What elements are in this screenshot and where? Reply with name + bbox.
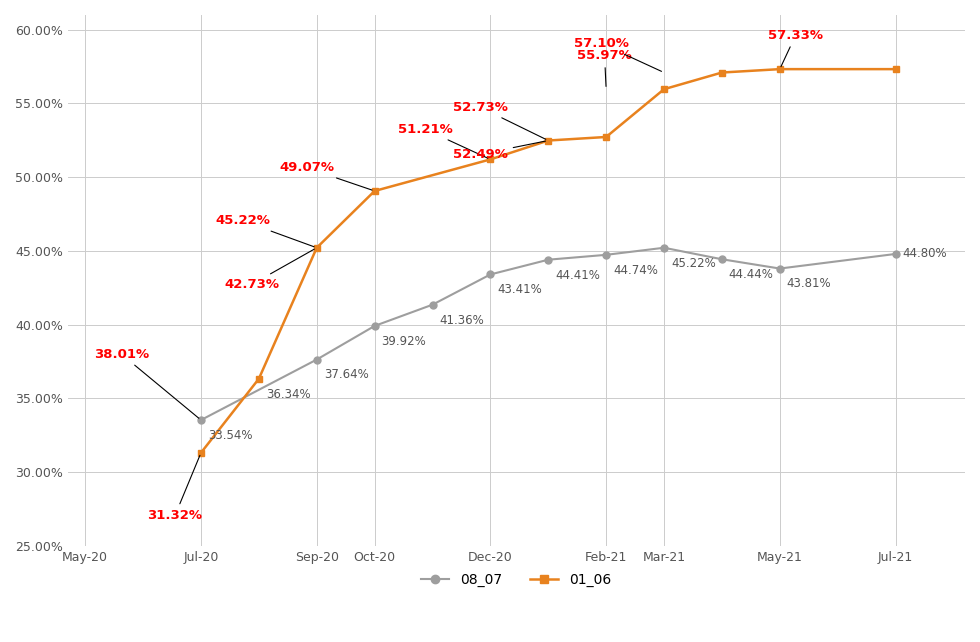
01_06 (484, 155, 496, 163)
01_06 (774, 65, 786, 73)
Line: 01_06: 01_06 (198, 65, 899, 456)
Text: 36.34%: 36.34% (266, 388, 311, 401)
Text: 43.41%: 43.41% (497, 283, 542, 297)
Text: 37.64%: 37.64% (323, 369, 368, 381)
Text: 52.49%: 52.49% (453, 141, 546, 160)
Text: 33.54%: 33.54% (208, 429, 253, 442)
08_07 (659, 244, 670, 252)
Text: 42.73%: 42.73% (224, 249, 315, 291)
01_06 (253, 375, 265, 383)
Text: 44.41%: 44.41% (556, 268, 600, 282)
Legend: 08_07, 01_06: 08_07, 01_06 (416, 567, 617, 592)
Text: 57.33%: 57.33% (768, 28, 823, 67)
Line: 08_07: 08_07 (198, 244, 899, 424)
Text: 52.73%: 52.73% (453, 101, 546, 139)
Text: 49.07%: 49.07% (279, 161, 372, 190)
08_07 (542, 256, 554, 264)
08_07 (484, 270, 496, 278)
Text: 44.74%: 44.74% (613, 264, 658, 277)
Text: 31.32%: 31.32% (147, 455, 203, 522)
01_06 (601, 133, 612, 141)
01_06 (659, 85, 670, 93)
Text: 39.92%: 39.92% (381, 334, 426, 348)
08_07 (426, 301, 438, 309)
Text: 51.21%: 51.21% (398, 123, 488, 158)
Text: 45.22%: 45.22% (216, 214, 315, 247)
01_06 (368, 187, 380, 195)
01_06 (716, 69, 728, 76)
08_07 (195, 416, 207, 424)
08_07 (601, 251, 612, 259)
08_07 (774, 265, 786, 272)
Text: 57.10%: 57.10% (574, 37, 662, 71)
Text: 43.81%: 43.81% (787, 277, 831, 290)
Text: 44.80%: 44.80% (903, 247, 947, 261)
01_06 (311, 244, 322, 252)
Text: 41.36%: 41.36% (439, 313, 484, 327)
08_07 (716, 256, 728, 263)
Text: 45.22%: 45.22% (671, 257, 715, 270)
08_07 (368, 322, 380, 330)
08_07 (890, 250, 902, 258)
01_06 (542, 137, 554, 144)
01_06 (195, 449, 207, 456)
08_07 (311, 356, 322, 363)
Text: 44.44%: 44.44% (729, 268, 774, 281)
Text: 38.01%: 38.01% (94, 347, 199, 418)
Text: 55.97%: 55.97% (577, 49, 632, 87)
01_06 (890, 65, 902, 73)
